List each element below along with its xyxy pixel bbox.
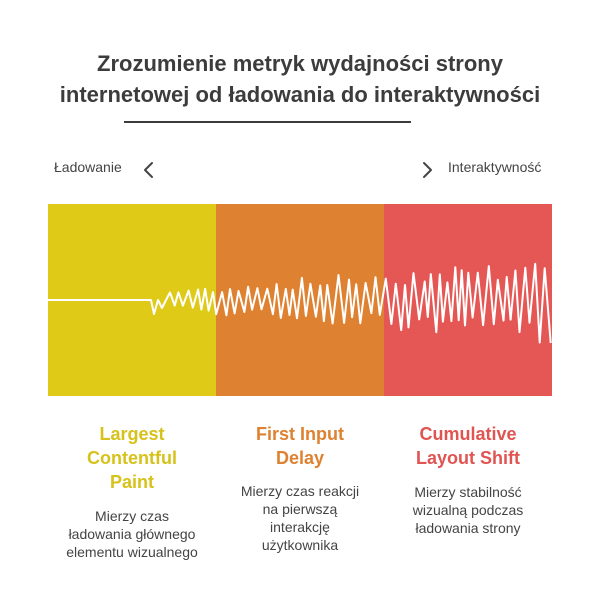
signal-waveform	[48, 262, 552, 344]
page-title: Zrozumienie metryk wydajności strony int…	[0, 48, 600, 110]
axis-label-loading: Ładowanie	[54, 159, 122, 175]
title-line-1: Zrozumienie metryk wydajności strony	[97, 51, 503, 76]
metric-title-lcp: Largest Contentful Paint	[87, 424, 177, 492]
metric-desc-fid: Mierzy czas reakcji na pierwszą interakc…	[240, 483, 360, 553]
chevron-left-icon	[144, 162, 153, 178]
axis-label-interactivity: Interaktywność	[448, 159, 542, 175]
metric-desc-lcp: Mierzy czas ładowania głównego elementu …	[66, 508, 198, 560]
title-line-2: internetowej od ładowania do interaktywn…	[59, 82, 541, 107]
title-underline	[124, 121, 411, 123]
metric-title-fid: First Input Delay	[256, 424, 344, 468]
metric-title-cls: Cumulative Layout Shift	[416, 424, 520, 468]
metric-desc-cls: Mierzy stabilność wizualną podczas ładow…	[412, 484, 524, 536]
chevron-right-icon	[423, 162, 432, 178]
